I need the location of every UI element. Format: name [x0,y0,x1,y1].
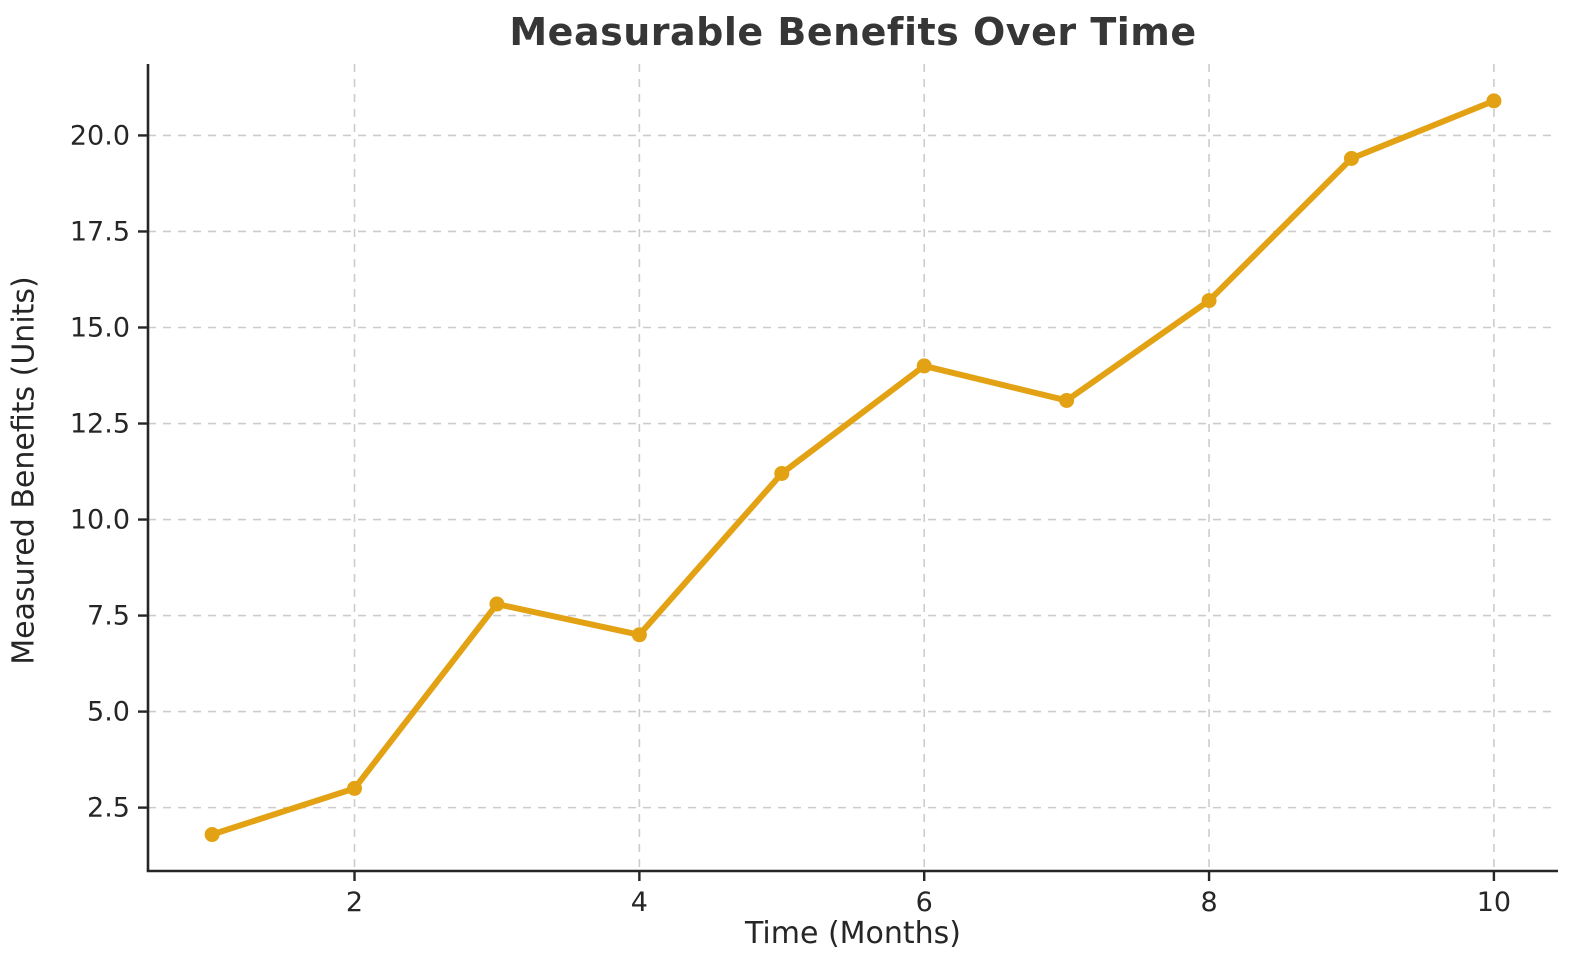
data-point [1486,93,1502,109]
series-line [209,97,1497,838]
data-point [489,596,505,612]
y-tick-label: 15.0 [70,312,130,343]
data-point [631,627,647,643]
data-point [916,358,932,374]
x-tick-label: 2 [346,887,363,918]
data-point [1059,392,1075,408]
y-tick-label: 12.5 [70,409,130,440]
y-axis-label: Measured Benefits (Units) [6,276,42,665]
x-tick-label: 4 [631,887,648,918]
data-point [774,465,790,481]
y-tick-label: 20.0 [70,120,130,151]
x-axis-label: Time (Months) [744,916,962,951]
y-tick-label: 17.5 [70,216,130,247]
data-point [204,827,220,843]
x-tick-label: 8 [1200,887,1217,918]
x-tick-label: 6 [916,887,933,918]
y-tick-label: 7.5 [87,601,130,632]
y-tick-label: 2.5 [87,793,130,824]
y-tick-label: 10.0 [70,505,130,536]
x-tick-label: 10 [1477,887,1511,918]
chart-title: Measurable Benefits Over Time [509,10,1197,54]
data-point [347,780,363,796]
y-tick-label: 5.0 [87,697,130,728]
data-point [1343,150,1359,166]
data-point [1201,293,1217,309]
